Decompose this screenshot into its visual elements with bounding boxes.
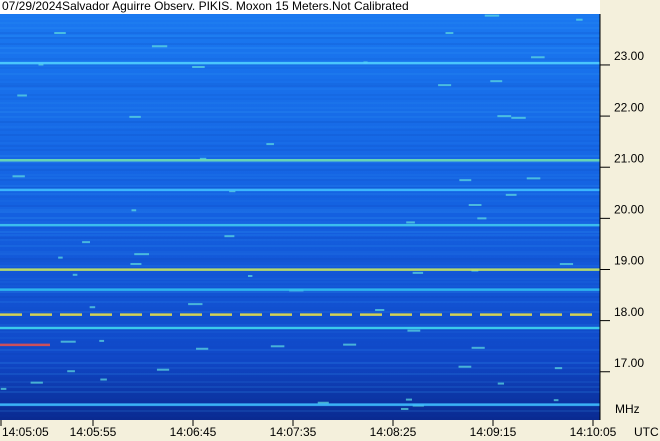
x-unit: UTC bbox=[634, 425, 659, 439]
noise-blip bbox=[60, 340, 76, 343]
noise-blip bbox=[554, 367, 563, 370]
x-tick-label: 14:08:25 bbox=[370, 425, 417, 439]
noise-blip bbox=[156, 368, 170, 371]
noise-blip bbox=[405, 398, 413, 401]
noise-blip bbox=[199, 157, 207, 160]
noise-blip bbox=[67, 370, 75, 373]
x-tick-label: 14:10:05 bbox=[570, 425, 617, 439]
noise-blip bbox=[247, 274, 253, 277]
noise-blip bbox=[497, 382, 505, 385]
noise-blip bbox=[38, 63, 44, 66]
noise-blip bbox=[151, 45, 168, 48]
noise-blip bbox=[445, 32, 454, 35]
noise-blip bbox=[100, 378, 107, 381]
noise-blip bbox=[192, 65, 205, 68]
noise-blip bbox=[0, 387, 7, 390]
noise-blip bbox=[576, 18, 583, 21]
noise-blip bbox=[343, 343, 357, 346]
y-tick-label: 18.00 bbox=[614, 305, 644, 319]
noise-blip bbox=[459, 179, 472, 182]
noise-blip bbox=[188, 303, 203, 306]
noise-blip bbox=[129, 115, 141, 118]
noise-blip bbox=[17, 94, 27, 97]
noise-blip bbox=[270, 345, 285, 348]
plot-area bbox=[0, 14, 600, 420]
noise-blip bbox=[224, 235, 235, 238]
noise-texture bbox=[0, 14, 600, 417]
y-tick-label: 17.00 bbox=[614, 356, 644, 370]
noise-blip bbox=[484, 14, 500, 17]
noise-blip bbox=[511, 116, 526, 119]
chart-title: 07/29/2024Salvador Aguirre Observ. PIKIS… bbox=[2, 0, 409, 13]
x-tick-label: 14:05:55 bbox=[70, 425, 117, 439]
noise-blip bbox=[471, 346, 485, 349]
noise-blip bbox=[58, 256, 63, 259]
noise-blip bbox=[526, 177, 541, 180]
noise-blip bbox=[134, 253, 150, 256]
noise-blip bbox=[468, 203, 482, 206]
noise-blip bbox=[400, 407, 409, 410]
noise-blip bbox=[531, 56, 545, 59]
y-unit: MHz bbox=[615, 402, 640, 416]
noise-blip bbox=[196, 347, 209, 350]
y-tick-label: 23.00 bbox=[614, 49, 644, 63]
noise-blip bbox=[82, 241, 90, 244]
y-tick-label: 19.00 bbox=[614, 254, 644, 268]
noise-blip bbox=[130, 262, 142, 265]
noise-blip bbox=[505, 193, 517, 196]
noise-blip bbox=[497, 115, 512, 118]
x-tick-label: 14:09:15 bbox=[470, 425, 517, 439]
y-tick-label: 21.00 bbox=[614, 151, 644, 165]
noise-blip bbox=[229, 190, 236, 193]
x-tick-label: 14:07:35 bbox=[270, 425, 317, 439]
noise-blip bbox=[99, 339, 105, 342]
noise-blip bbox=[458, 365, 472, 368]
noise-blip bbox=[317, 401, 329, 404]
noise-blip bbox=[559, 263, 574, 266]
noise-blip bbox=[438, 84, 452, 87]
noise-blip bbox=[406, 221, 415, 224]
y-tick-label: 22.00 bbox=[614, 100, 644, 114]
noise-blip bbox=[89, 306, 96, 309]
noise-blip bbox=[12, 175, 25, 178]
noise-blip bbox=[72, 273, 78, 276]
noise-blip bbox=[490, 80, 503, 83]
signals bbox=[0, 61, 600, 406]
noise-blip bbox=[407, 329, 421, 332]
noise-blip bbox=[412, 271, 424, 274]
x-tick-label: 14:05:05 bbox=[2, 425, 49, 439]
y-tick-label: 20.00 bbox=[614, 203, 644, 217]
noise-blip bbox=[553, 399, 559, 402]
title-strip bbox=[0, 0, 600, 14]
x-tick-label: 14:06:45 bbox=[170, 425, 217, 439]
noise-blip bbox=[30, 381, 43, 384]
noise-blip bbox=[375, 308, 385, 311]
noise-blip bbox=[54, 32, 66, 35]
noise-blip bbox=[131, 209, 137, 212]
noise-blip bbox=[266, 143, 274, 146]
noise-blip bbox=[477, 217, 487, 220]
